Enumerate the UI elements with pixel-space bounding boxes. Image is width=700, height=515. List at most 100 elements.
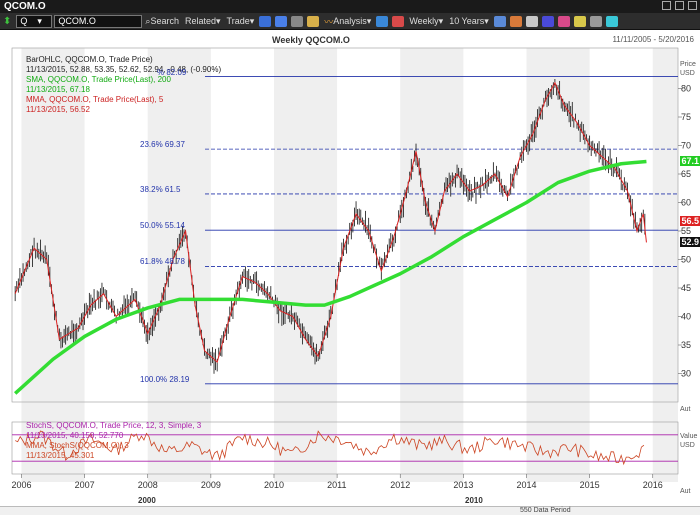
price-tag: 67.1	[680, 155, 700, 166]
x-tick-label: 2006	[11, 480, 31, 490]
title-bar: QCOM.O	[0, 0, 700, 13]
settings-icon[interactable]	[589, 15, 602, 27]
lock-icon[interactable]	[573, 15, 586, 27]
year-band	[526, 48, 590, 482]
compare-icon[interactable]	[392, 15, 405, 27]
data-period-status: 550 Data Period	[520, 507, 571, 514]
fib-label: 23.6% 69.37	[140, 140, 185, 150]
x-tick-label: 2014	[516, 480, 536, 490]
redo-icon[interactable]	[275, 15, 288, 27]
y-axis-header: Price USD	[680, 61, 696, 77]
candle-icon[interactable]	[541, 15, 554, 27]
y-tick-label: 80	[681, 84, 691, 94]
decade-label-2000: 2000	[138, 496, 156, 505]
stoch-series-values: 11/13/2015, 40.158, 52.770	[26, 431, 124, 440]
legend-sma-value: 11/13/2015, 67.18	[26, 85, 90, 94]
drawing-tools-icon[interactable]	[376, 15, 389, 27]
price-tag: 56.5	[680, 216, 700, 227]
minimize-icon[interactable]	[662, 1, 671, 10]
symbol-prefix-value: Q	[20, 16, 28, 26]
interval-select[interactable]: Weekly ▾	[409, 15, 444, 27]
window-title: QCOM.O	[4, 1, 46, 12]
link-arrows-icon[interactable]: ⬍	[3, 15, 12, 27]
plot-frame	[11, 47, 679, 403]
y-tick-label: 65	[681, 169, 691, 179]
help-icon[interactable]	[605, 15, 618, 27]
stoch-mma-label: MMA, StochS(QQCOM.O), 3	[26, 441, 129, 450]
fib-label: 50.0% 55.14	[140, 221, 185, 231]
x-tick-label: 2015	[580, 480, 600, 490]
year-band	[147, 48, 211, 482]
x-tick-label: 2012	[390, 480, 410, 490]
x-tick-label: 2010	[264, 480, 284, 490]
related-menu[interactable]: Related ▾	[184, 15, 221, 27]
search-button[interactable]: ⌕ Search	[145, 15, 179, 27]
trade-menu[interactable]: Trade ▾	[226, 15, 255, 27]
range-select[interactable]: 10 Years ▾	[449, 15, 489, 27]
year-band	[400, 48, 464, 482]
window-controls	[662, 1, 697, 10]
fib-label: 38.2% 61.5	[140, 184, 181, 194]
y-tick-label: 55	[681, 226, 691, 236]
year-band	[652, 48, 678, 482]
y-tick-label: 50	[681, 255, 691, 265]
auto-scale-toggle-1[interactable]: Aut	[680, 406, 691, 413]
legend-bar-values: 11/13/2015, 52.88, 53.35, 52.62, 52.94, …	[26, 65, 222, 74]
y-tick-label: 35	[681, 340, 691, 350]
stoch-frame	[11, 421, 679, 475]
legend-bar-series: BarOHLC, QQCOM.O, Trade Price)	[26, 55, 153, 64]
status-bar: 550 Data Period	[0, 506, 700, 515]
y-tick-label: 30	[681, 369, 691, 379]
print-icon[interactable]	[291, 15, 304, 27]
y-tick-label: 60	[681, 198, 691, 208]
x-tick-label: 2011	[327, 480, 346, 490]
y-tick-label: 75	[681, 112, 691, 122]
price-tag: 52.9	[680, 236, 700, 247]
close-icon[interactable]	[688, 1, 697, 10]
x-tick-label: 2013	[453, 480, 473, 490]
analysis-icon: 〰	[324, 16, 334, 27]
y-tick-label: 70	[681, 141, 691, 151]
chart-title: Weekly QQCOM.O	[272, 35, 350, 45]
chart-date-range: 11/11/2005 - 5/20/2016	[612, 35, 694, 44]
search-icon: ⌕	[145, 15, 151, 26]
x-tick-label: 2016	[643, 480, 663, 490]
legend-sma-series: SMA, QQCOM.O, Trade Price(Last), 200	[26, 75, 171, 84]
x-tick-label: 2009	[201, 480, 221, 490]
legend-mma-value: 11/13/2015, 56.52	[26, 105, 90, 114]
stoch-line	[14, 430, 645, 466]
price-legend: BarOHLC, QQCOM.O, Trade Price) 11/13/201…	[26, 55, 221, 115]
x-tick-label: 2008	[138, 480, 158, 490]
y-tick-label: 40	[681, 312, 691, 322]
mma-line	[14, 81, 647, 364]
maximize-icon[interactable]	[675, 1, 684, 10]
chart-type-icon[interactable]	[509, 15, 522, 27]
bar-style-icon[interactable]	[525, 15, 538, 27]
undo-icon[interactable]	[259, 15, 272, 27]
decade-label-2010: 2010	[465, 496, 483, 505]
symbol-prefix-select[interactable]: Q ▾	[16, 14, 53, 28]
fib-label: 100.0% 28.19	[140, 374, 190, 384]
fib-label: 61.8% 48.78	[140, 257, 185, 267]
indicator-icon[interactable]	[557, 15, 570, 27]
stoch-legend: StochS, QQCOM.O, Trade Price, 12, 3, Sim…	[26, 421, 201, 461]
price-chart[interactable]: 30 35 40 45 50 55 60 65 70 75 80 2006 2007 2008 2009 20…	[0, 30, 700, 505]
year-band	[273, 48, 338, 482]
symbol-input[interactable]: QCOM.O	[54, 14, 143, 28]
y-tick-label: 45	[681, 283, 691, 293]
fib-label: % 82.09	[157, 67, 187, 77]
year-band	[21, 48, 85, 482]
sma-line	[13, 159, 647, 395]
toolbar: ⬍ Q ▾ QCOM.O ⌕ Search Related ▾ Trade ▾ 〰 Ana…	[0, 13, 700, 30]
zoom-icon[interactable]	[493, 15, 506, 27]
stoch-axis-header: Value USD	[680, 433, 698, 449]
analysis-menu[interactable]: 〰 Analysis ▾	[324, 15, 372, 27]
x-tick-label: 2007	[75, 480, 95, 490]
stoch-series-label: StochS, QQCOM.O, Trade Price, 12, 3, Sim…	[26, 421, 202, 430]
chart-panel: Weekly QQCOM.O 11/11/2005 - 5/20/2016 30…	[0, 30, 700, 515]
symbol-input-value: QCOM.O	[58, 16, 96, 26]
auto-scale-toggle-2[interactable]: Aut	[680, 488, 691, 495]
folder-icon[interactable]	[307, 15, 320, 27]
stoch-mma-value: 11/13/2015, 45.301	[26, 451, 95, 460]
